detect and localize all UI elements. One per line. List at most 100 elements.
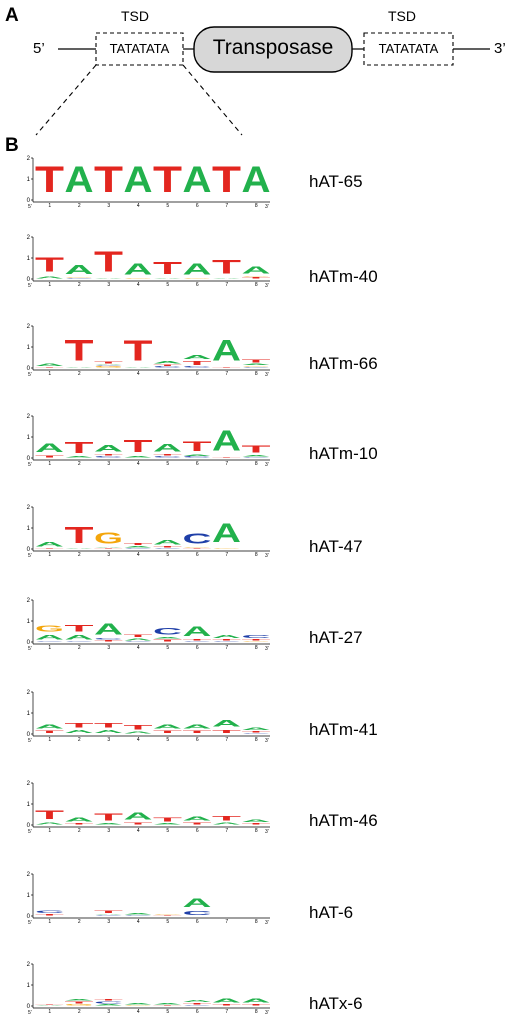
tsd-left-label: TSD — [121, 8, 149, 24]
x-tick-label: 5 — [166, 552, 169, 558]
logo-letter-A: A — [124, 913, 153, 915]
logo-letter-C: C — [65, 641, 94, 642]
tsd-right-box — [363, 32, 454, 66]
logo-letter-A: A — [183, 816, 212, 822]
x-tick-label: 6 — [196, 919, 199, 925]
x-tick-label: 2 — [78, 737, 81, 743]
five-prime-tick: 5’ — [28, 920, 32, 926]
logo-letter-A: A — [153, 360, 182, 364]
logo-letter-A: A — [124, 159, 153, 201]
logo-letter-T: T — [153, 1005, 183, 1006]
logo-letter-A: A — [242, 727, 271, 731]
logo-letter-G: G — [242, 365, 271, 366]
x-tick-label: 1 — [48, 919, 51, 925]
three-prime-tick: 3’ — [265, 372, 269, 378]
logo-letter-C: C — [94, 1001, 123, 1004]
logo-letter-A: A — [153, 637, 182, 639]
logo-letter-T: T — [242, 358, 272, 363]
logo-letter-A: A — [183, 260, 212, 278]
logo-letter-A: A — [65, 999, 94, 1001]
zoom-line-left — [35, 64, 97, 136]
logo-letter-T: T — [124, 724, 153, 731]
x-tick-label: 8 — [255, 371, 258, 377]
logo-letter-G: G — [183, 547, 212, 548]
logo-letter-A: A — [183, 354, 212, 360]
x-tick-label: 8 — [255, 828, 258, 834]
logo-letter-C: C — [212, 641, 241, 642]
x-tick-label: 6 — [196, 645, 199, 651]
x-tick-label: 8 — [255, 282, 258, 288]
logo-letter-A: A — [153, 724, 182, 730]
logo-letter-A: A — [242, 819, 271, 823]
logo-letter-T: T — [153, 258, 182, 278]
y-tick-label: 0 — [27, 547, 31, 553]
tsd-right-label: TSD — [388, 8, 416, 24]
logo-name-5: hAT-27 — [309, 628, 363, 647]
logo-letter-A: A — [212, 634, 241, 639]
logo-letter-C: C — [124, 548, 153, 549]
logo-letter-C: C — [242, 457, 271, 458]
x-tick-label: 6 — [196, 828, 199, 834]
x-tick-label: 2 — [78, 552, 81, 558]
x-tick-label: 4 — [137, 828, 140, 834]
three-prime-tick: 3’ — [265, 553, 269, 559]
x-tick-label: 1 — [48, 461, 51, 467]
y-tick-label: 1 — [27, 435, 31, 441]
x-tick-label: 6 — [196, 552, 199, 558]
logo-letter-T: T — [94, 454, 124, 456]
x-tick-label: 6 — [196, 461, 199, 467]
logo-name-7: hATm-46 — [309, 811, 378, 830]
logo-letter-A: A — [153, 1003, 182, 1005]
logo-letter-C: C — [153, 456, 182, 458]
x-tick-label: 5 — [166, 461, 169, 467]
logo-letter-A: A — [124, 731, 153, 734]
logo-letter-C: C — [183, 910, 212, 916]
y-tick-label: 0 — [27, 198, 31, 204]
logo-letter-T: T — [153, 730, 183, 734]
logo-letter-A: A — [94, 823, 123, 825]
logo-letter-C: C — [183, 531, 212, 547]
x-tick-label: 1 — [48, 828, 51, 834]
logo-letter-A: A — [124, 367, 153, 368]
logo-letter-C: C — [65, 278, 94, 279]
logo-letter-A: A — [183, 159, 212, 201]
logo-letter-A: A — [183, 1000, 212, 1003]
logo-letter-A: A — [94, 444, 123, 454]
y-tick-label: 1 — [27, 345, 31, 351]
x-tick-label: 7 — [225, 203, 228, 209]
three-prime-tick: 3’ — [265, 829, 269, 835]
x-tick-label: 1 — [48, 552, 51, 558]
logo-name-8: hAT-6 — [309, 903, 354, 922]
x-tick-label: 7 — [225, 737, 228, 743]
y-tick-label: 0 — [27, 823, 31, 829]
x-tick-label: 1 — [48, 282, 51, 288]
logo-letter-C: C — [242, 367, 271, 368]
logo-letter-T: T — [35, 548, 65, 549]
logo-letter-G: G — [183, 278, 212, 279]
logo-letter-A: A — [212, 822, 241, 825]
logo-letter-G: G — [153, 914, 182, 915]
logo-letter-T: T — [242, 823, 272, 825]
logo-letter-T: T — [124, 335, 153, 367]
y-tick-label: 2 — [27, 690, 31, 696]
logo-letter-C: C — [94, 456, 123, 458]
y-tick-label: 0 — [27, 1004, 31, 1010]
logo-letter-A: A — [212, 333, 241, 367]
y-tick-label: 0 — [27, 732, 31, 738]
x-tick-label: 5 — [166, 737, 169, 743]
x-tick-label: 2 — [78, 645, 81, 651]
logo-letter-T: T — [242, 444, 271, 455]
x-tick-label: 6 — [196, 371, 199, 377]
y-tick-label: 0 — [27, 640, 31, 646]
logo-letter-C: C — [183, 366, 212, 368]
logo-letter-T: T — [35, 809, 64, 822]
x-tick-label: 8 — [255, 461, 258, 467]
three-prime-tick: 3’ — [265, 646, 269, 652]
x-tick-label: 6 — [196, 203, 199, 209]
y-tick-label: 2 — [27, 598, 31, 604]
logo-letter-G: G — [65, 277, 94, 278]
logo-letter-T: T — [153, 454, 183, 456]
logo-letter-T: T — [94, 246, 123, 278]
